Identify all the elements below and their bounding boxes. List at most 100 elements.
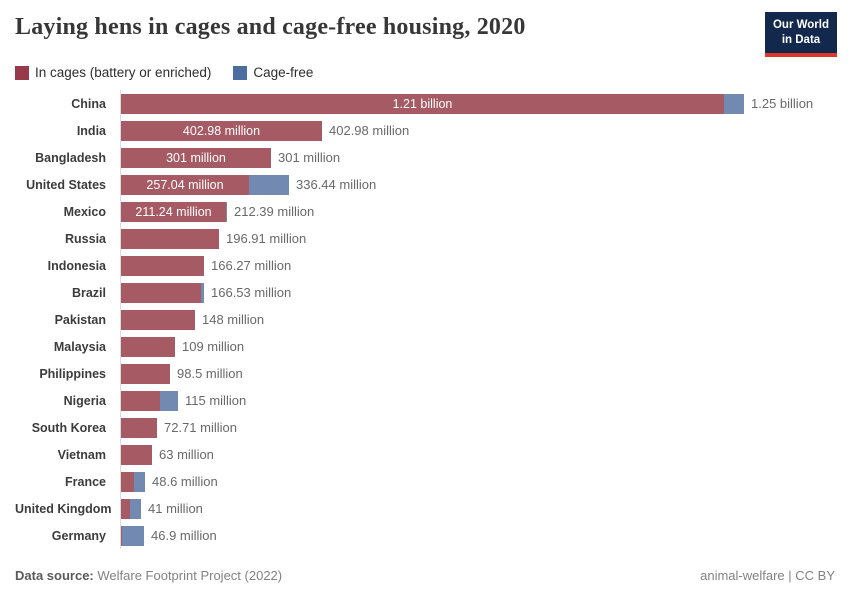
bar-value-inside: 257.04 million xyxy=(146,177,224,192)
bar-total-label: 166.27 million xyxy=(211,258,292,273)
bar-track: 301 million 301 million xyxy=(120,144,850,171)
country-label: Pakistan xyxy=(54,312,106,327)
country-label: France xyxy=(65,474,106,489)
bar-row: Mexico 211.24 million 212.39 million xyxy=(15,198,850,225)
bar-row: India 402.98 million 402.98 million xyxy=(15,117,850,144)
bar-segment-cages[interactable]: 1.21 billion xyxy=(121,93,724,114)
bar-total-label: 63 million xyxy=(159,447,214,462)
bar-segment-cages[interactable]: 301 million xyxy=(121,147,271,168)
bar-segment-cagefree[interactable] xyxy=(160,390,178,411)
country-label: Philippines xyxy=(39,366,106,381)
bar-track: 98.5 million xyxy=(120,360,850,387)
page-title: Laying hens in cages and cage-free housi… xyxy=(15,14,526,40)
bar-track: 63 million xyxy=(120,441,850,468)
bar-track: 148 million xyxy=(120,306,850,333)
bar-row: Indonesia 166.27 million xyxy=(15,252,850,279)
bar-track: 166.27 million xyxy=(120,252,850,279)
bar-segment-cages[interactable] xyxy=(121,228,219,249)
bar-row: Vietnam 63 million xyxy=(15,441,850,468)
bar-total-label: 148 million xyxy=(202,312,265,327)
bar-segment-cagefree[interactable] xyxy=(249,174,289,195)
bar-total-label: 41 million xyxy=(148,501,203,516)
country-label: South Korea xyxy=(31,420,106,435)
country-label: India xyxy=(76,123,106,138)
bar-row: Brazil 166.53 million xyxy=(15,279,850,306)
bar-track: 109 million xyxy=(120,333,850,360)
data-source-note: Data source: Welfare Footprint Project (… xyxy=(15,568,282,583)
legend: In cages (battery or enriched) Cage-free xyxy=(15,65,313,80)
country-label: United States xyxy=(26,177,106,192)
bar-total-label: 1.25 billion xyxy=(751,96,814,111)
bar-total-label: 115 million xyxy=(185,393,247,408)
bar-track: 115 million xyxy=(120,387,850,414)
bar-row: Philippines 98.5 million xyxy=(15,360,850,387)
license-note: animal-welfare | CC BY xyxy=(700,568,835,583)
bar-total-label: 402.98 million xyxy=(329,123,410,138)
bar-total-label: 46.9 million xyxy=(151,528,217,543)
bar-row: France 48.6 million xyxy=(15,468,850,495)
bar-total-label: 48.6 million xyxy=(152,474,218,489)
country-label: United Kingdom xyxy=(15,501,112,516)
country-label: Mexico xyxy=(63,204,106,219)
bar-segment-cagefree[interactable] xyxy=(201,282,204,303)
legend-item-cagefree: Cage-free xyxy=(233,65,313,80)
bar-total-label: 301 million xyxy=(278,150,341,165)
bar-value-inside: 1.21 billion xyxy=(392,96,453,111)
bar-segment-cages[interactable]: 257.04 million xyxy=(121,174,249,195)
cages-swatch-icon xyxy=(15,65,29,80)
bar-segment-cages[interactable] xyxy=(121,525,122,546)
country-label: Brazil xyxy=(71,285,106,300)
footer: Data source: Welfare Footprint Project (… xyxy=(15,568,835,583)
country-label: Nigeria xyxy=(63,393,106,408)
bar-segment-cagefree[interactable] xyxy=(226,201,227,222)
owid-logo-line2: in Data xyxy=(781,33,821,46)
bar-row: United Kingdom 41 million xyxy=(15,495,850,522)
legend-label-cages: In cages (battery or enriched) xyxy=(35,65,212,80)
bar-segment-cages[interactable] xyxy=(121,309,195,330)
bar-total-label: 109 million xyxy=(182,339,245,354)
bar-segment-cages[interactable]: 211.24 million xyxy=(121,201,226,222)
bar-segment-cagefree[interactable] xyxy=(134,471,145,492)
bar-segment-cagefree[interactable] xyxy=(724,93,744,114)
bar-track: 257.04 million 336.44 million xyxy=(120,171,850,198)
bar-total-label: 196.91 million xyxy=(226,231,307,246)
bar-total-label: 166.53 million xyxy=(211,285,292,300)
bar-row: Germany 46.9 million xyxy=(15,522,850,549)
bar-segment-cages[interactable] xyxy=(121,444,152,465)
bar-segment-cages[interactable] xyxy=(121,471,134,492)
legend-item-cages: In cages (battery or enriched) xyxy=(15,65,211,80)
bar-segment-cages[interactable] xyxy=(121,390,160,411)
bar-row: United States 257.04 million 336.44 millio… xyxy=(15,171,850,198)
legend-label-cagefree: Cage-free xyxy=(253,65,314,80)
owid-logo: Our World in Data xyxy=(765,12,837,57)
bar-row: Pakistan 148 million xyxy=(15,306,850,333)
bar-segment-cages[interactable] xyxy=(121,336,175,357)
bar-track: 211.24 million 212.39 million xyxy=(120,198,850,225)
bar-segment-cagefree[interactable] xyxy=(130,498,141,519)
bar-segment-cages[interactable] xyxy=(121,282,201,303)
bar-track: 166.53 million xyxy=(120,279,850,306)
bar-value-inside: 301 million xyxy=(166,150,226,165)
bar-total-label: 212.39 million xyxy=(234,204,315,219)
bar-segment-cages[interactable] xyxy=(121,417,157,438)
bar-segment-cagefree[interactable] xyxy=(122,525,144,546)
bar-row: Nigeria 115 million xyxy=(15,387,850,414)
bar-track: 72.71 million xyxy=(120,414,850,441)
bar-track: 41 million xyxy=(120,495,850,522)
country-label: Indonesia xyxy=(47,258,106,273)
bar-segment-cages[interactable] xyxy=(121,498,130,519)
bar-value-inside: 402.98 million xyxy=(182,123,261,138)
bar-track: 46.9 million xyxy=(120,522,850,549)
bar-segment-cages[interactable] xyxy=(121,255,204,276)
country-label: Russia xyxy=(65,231,106,246)
bar-segment-cages[interactable]: 402.98 million xyxy=(121,120,322,141)
data-source-label: Data source: xyxy=(15,568,94,583)
bar-track: 48.6 million xyxy=(120,468,850,495)
country-label: Germany xyxy=(51,528,106,543)
country-label: China xyxy=(71,96,106,111)
bar-segment-cages[interactable] xyxy=(121,363,170,384)
data-source-value: Welfare Footprint Project (2022) xyxy=(97,568,283,583)
country-label: Malaysia xyxy=(53,339,106,354)
bar-row: Russia 196.91 million xyxy=(15,225,850,252)
